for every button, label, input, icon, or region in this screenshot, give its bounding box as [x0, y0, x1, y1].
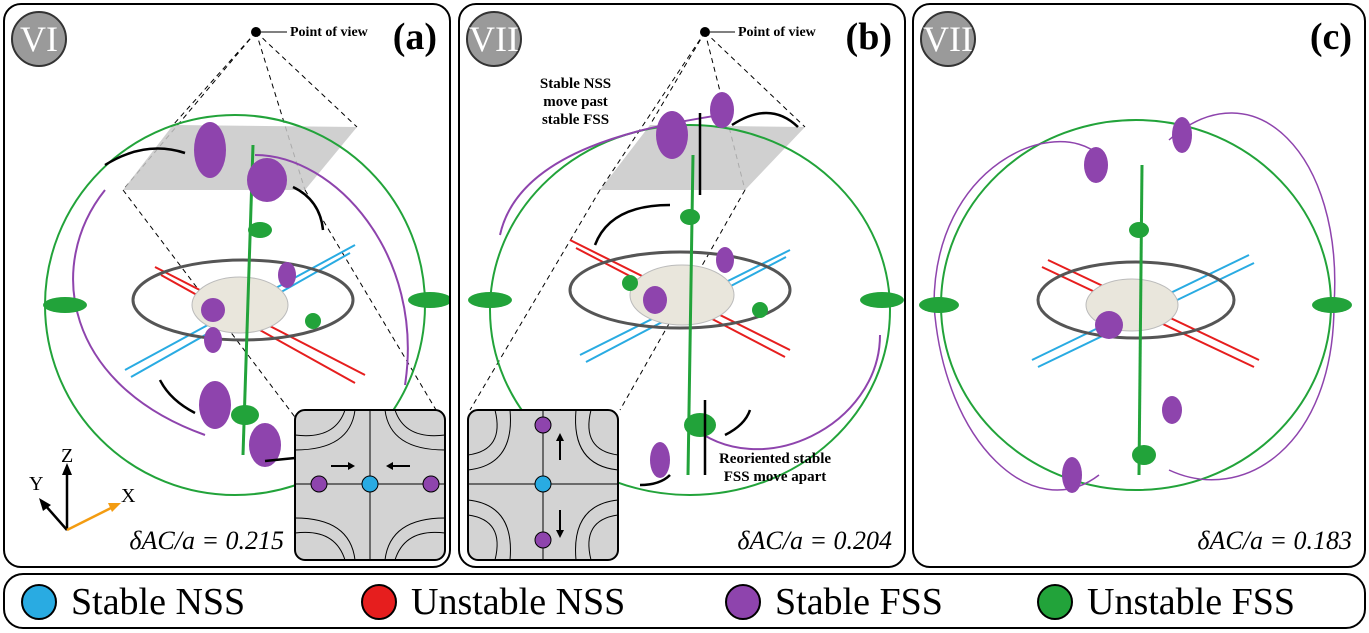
legend-item-unstable-fss: Unstable FSS	[1037, 581, 1295, 623]
regime-badge: VII	[920, 11, 976, 67]
note-bottom: Reoriented stable FSS move apart	[718, 451, 832, 485]
stable-nss-swatch	[21, 584, 57, 620]
panel-label: (a)	[392, 16, 437, 58]
legend-item-unstable-nss: Unstable NSS	[361, 581, 625, 623]
unstable-fss-swatch	[1037, 584, 1073, 620]
legend-label: Stable NSS	[71, 581, 246, 623]
stable-fss-swatch	[725, 584, 761, 620]
panel-a-diagram	[39, 27, 449, 561]
panel-label: (b)	[845, 16, 892, 58]
panel-b-diagram	[467, 27, 904, 561]
axes-triad	[39, 463, 121, 532]
panel-a: VI Point of view (a) Z Y X δAC/a = 0.215	[3, 3, 451, 568]
legend-label: Unstable FSS	[1087, 581, 1295, 623]
inset-a	[294, 409, 446, 561]
legend: Stable NSS Unstable NSS Stable FSS Unsta…	[3, 573, 1366, 629]
panel-c-diagram	[919, 112, 1352, 493]
panel-label: (c)	[1309, 16, 1352, 58]
delta-value: δAC/a = 0.204	[737, 526, 892, 555]
x-axis-label: X	[121, 485, 136, 507]
unstable-nss-swatch	[361, 584, 397, 620]
panel-b: VII Point of view (b) Stable NSS move pa…	[458, 3, 906, 568]
delta-value: δAC/a = 0.215	[129, 526, 284, 555]
note-top: Stable NSS move past stable FSS	[539, 76, 612, 128]
delta-value: δAC/a = 0.183	[1197, 526, 1352, 555]
point-of-view-label: Point of view	[290, 25, 368, 40]
panel-c: VII (c) δAC/a = 0.183	[912, 3, 1366, 568]
y-axis-label: Y	[29, 473, 44, 495]
regime-badge: VII	[466, 11, 522, 67]
point-of-view-label: Point of view	[738, 25, 816, 40]
legend-item-stable-fss: Stable FSS	[725, 581, 943, 623]
legend-item-stable-nss: Stable NSS	[21, 581, 245, 623]
z-axis-label: Z	[61, 445, 74, 467]
legend-label: Unstable NSS	[411, 581, 626, 623]
inset-b	[467, 409, 619, 561]
legend-label: Stable FSS	[775, 581, 943, 623]
regime-badge: VI	[11, 11, 67, 67]
